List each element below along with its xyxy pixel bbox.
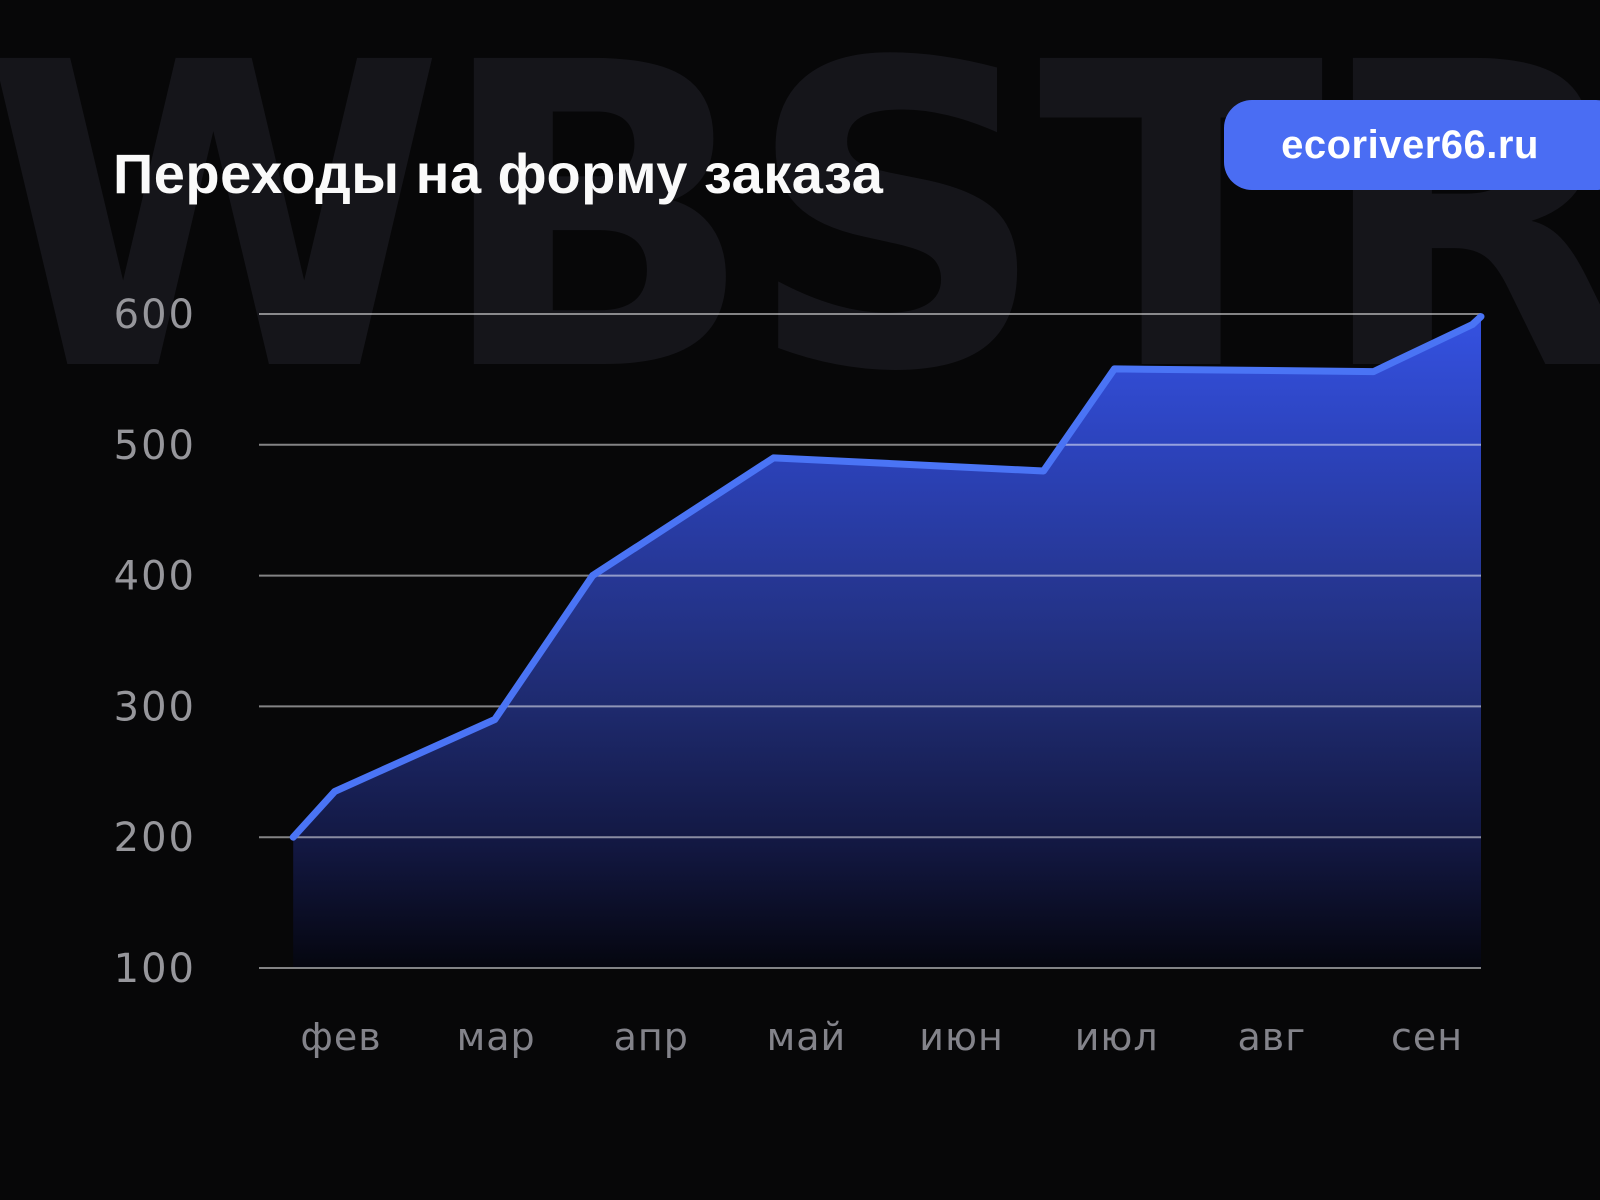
x-axis-label: сен [1391, 1015, 1463, 1059]
site-url-label: ecoriver66.ru [1281, 122, 1539, 167]
x-axis-label: июл [1075, 1015, 1159, 1059]
area-fill [293, 316, 1482, 969]
watermark-text: WBSTR [0, 0, 1600, 464]
x-axis-label: авг [1238, 1015, 1307, 1059]
page-title: Переходы на форму заказа [113, 141, 884, 205]
y-axis-label: 500 [114, 423, 196, 469]
x-axis-label: фев [300, 1015, 381, 1059]
x-axis-label: апр [614, 1015, 689, 1059]
site-url-badge[interactable]: ecoriver66.ru [1224, 100, 1600, 190]
x-axis-label: мар [457, 1015, 536, 1059]
x-axis-label: май [767, 1015, 847, 1059]
y-axis-label: 400 [114, 554, 196, 600]
y-axis-label: 300 [114, 684, 196, 730]
x-axis-label: июн [919, 1015, 1004, 1059]
trend-line [289, 313, 1485, 841]
y-axis-label: 200 [114, 815, 196, 861]
y-axis-label: 100 [114, 946, 196, 992]
y-axis-label: 600 [114, 292, 196, 338]
